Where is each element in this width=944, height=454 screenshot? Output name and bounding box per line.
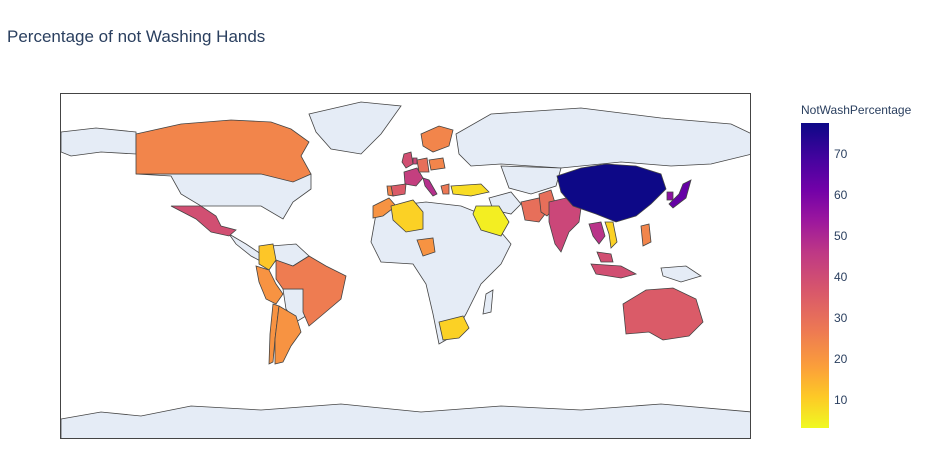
land-central-asia <box>500 165 562 195</box>
country-poland[interactable] <box>428 157 446 171</box>
colorbar-tick-30: 30 <box>834 311 848 325</box>
country-morocco[interactable] <box>372 197 397 219</box>
country-nigeria[interactable] <box>416 237 436 257</box>
colorbar-tick-20: 20 <box>834 352 848 366</box>
chart-title: Percentage of not Washing Hands <box>7 27 266 46</box>
colorbar-tick-40: 40 <box>834 270 848 284</box>
country-south-africa[interactable] <box>438 315 470 341</box>
colorbar-tick-10: 10 <box>834 393 848 407</box>
map-frame[interactable] <box>60 93 751 439</box>
colorbar-tick-70: 70 <box>834 147 848 161</box>
country-thailand[interactable] <box>588 221 606 245</box>
land-madagascar <box>482 289 494 315</box>
land-russia <box>455 107 750 169</box>
country-peru[interactable] <box>255 265 284 305</box>
country-australia[interactable] <box>622 287 704 341</box>
land-alaska <box>61 127 137 157</box>
country-mexico[interactable] <box>170 205 237 237</box>
country-vietnam[interactable] <box>604 221 618 249</box>
country-brazil[interactable] <box>275 255 347 327</box>
country-france[interactable] <box>403 167 424 187</box>
country-greece[interactable] <box>440 183 450 195</box>
country-italy[interactable] <box>422 177 438 197</box>
country-argentina[interactable] <box>274 305 302 365</box>
country-united-kingdom[interactable] <box>401 151 414 169</box>
country-germany[interactable] <box>416 157 430 173</box>
country-malaysia[interactable] <box>596 251 614 263</box>
country-colombia[interactable] <box>258 243 277 271</box>
world-map[interactable] <box>61 94 751 439</box>
land-usa-alaska <box>135 173 312 220</box>
colorbar <box>801 123 829 428</box>
land-greenland <box>308 101 402 155</box>
country-south-korea[interactable] <box>666 191 674 201</box>
country-scandinavia[interactable] <box>420 125 454 153</box>
country-canada[interactable] <box>135 119 312 183</box>
country-portugal[interactable] <box>386 185 394 197</box>
colorbar-tick-50: 50 <box>834 229 848 243</box>
land-africa <box>370 201 512 345</box>
country-algeria[interactable] <box>390 199 424 233</box>
country-turkey[interactable] <box>450 183 490 197</box>
country-japan[interactable] <box>668 179 692 209</box>
land-antarctica <box>61 403 750 438</box>
country-china[interactable] <box>556 163 667 223</box>
country-spain[interactable] <box>390 183 407 197</box>
country-netherlands[interactable] <box>412 157 418 165</box>
country-saudi-arabia[interactable] <box>472 205 510 237</box>
country-philippines[interactable] <box>640 223 652 247</box>
colorbar-title: NotWashPercentage <box>801 103 912 117</box>
colorbar-tick-60: 60 <box>834 188 848 202</box>
country-indonesia[interactable] <box>590 263 638 279</box>
land-new-guinea <box>660 265 702 283</box>
